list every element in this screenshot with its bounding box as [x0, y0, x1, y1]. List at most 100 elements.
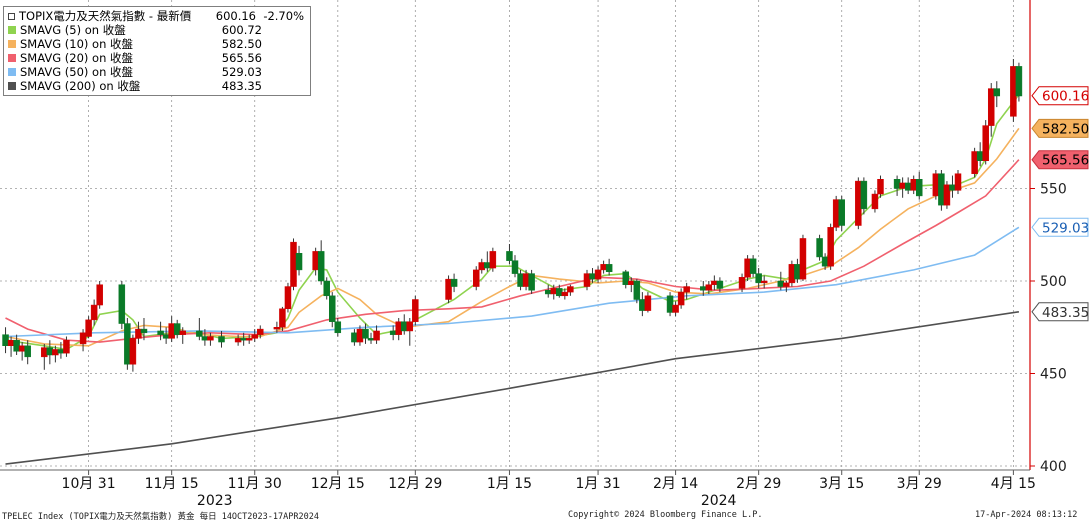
- candle-body: [749, 258, 757, 274]
- legend-item-sma5: SMAVG (5) on 收盤: [8, 23, 126, 37]
- candle-body: [821, 256, 829, 267]
- candle-body: [799, 238, 807, 280]
- candle-body: [561, 291, 569, 297]
- price-tag-label: 600.16: [1042, 89, 1089, 105]
- candle-body: [677, 291, 685, 306]
- candle-body: [705, 284, 713, 291]
- candle-body: [550, 288, 558, 295]
- ma-line: [5, 159, 1020, 343]
- ma-line: [5, 127, 1020, 347]
- candle-body: [52, 349, 59, 356]
- legend-item-sma50: SMAVG (50) on 收盤: [8, 65, 133, 79]
- candle-body: [90, 304, 98, 321]
- candle-body: [63, 339, 70, 354]
- candle-body: [273, 327, 281, 330]
- candle-body: [284, 286, 292, 309]
- x-year-label: 2023: [197, 493, 233, 509]
- candle-body: [135, 328, 142, 339]
- candle-body: [605, 264, 613, 273]
- x-tick-label: 2月 29: [736, 476, 781, 492]
- candle-body: [622, 271, 630, 285]
- candle-body: [522, 273, 530, 287]
- candle-body: [168, 323, 175, 339]
- candle-body: [544, 290, 552, 295]
- candle-body: [783, 282, 790, 287]
- candle-body: [251, 334, 258, 339]
- price-tag-label: 529.03: [1042, 220, 1089, 236]
- candle-body: [472, 269, 480, 287]
- candle-body: [517, 273, 524, 287]
- legend-item-sma200: SMAVG (200) on 收盤: [8, 79, 140, 93]
- candle-body: [506, 251, 513, 261]
- candle-body: [489, 251, 497, 269]
- candle-body: [362, 328, 369, 339]
- candle-body: [976, 151, 984, 161]
- x-tick-label: 4月 15: [991, 476, 1036, 492]
- candle-body: [583, 273, 591, 287]
- candle-body: [511, 260, 519, 274]
- candle-body: [993, 88, 1001, 97]
- candle-body: [400, 321, 408, 332]
- candle-body: [943, 184, 951, 206]
- color-swatch-icon: [8, 54, 16, 62]
- candle-body: [589, 273, 596, 280]
- candle-body: [412, 299, 419, 322]
- price-tag: 565.56: [1031, 150, 1089, 170]
- color-swatch-icon: [8, 68, 16, 76]
- candle-body: [234, 338, 242, 343]
- y-tick-label: 500: [1040, 274, 1067, 290]
- y-tick-label: 550: [1040, 182, 1067, 198]
- candle-body: [140, 328, 148, 334]
- ma-line: [5, 94, 1020, 351]
- candle-body: [899, 182, 906, 189]
- candle-body: [755, 273, 762, 284]
- candle-body: [373, 330, 380, 341]
- x-tick-label: 12月 29: [388, 476, 442, 492]
- candle-body: [2, 334, 9, 346]
- legend-label: SMAVG (20) on 收盤: [20, 51, 134, 65]
- candle-body: [760, 280, 768, 284]
- candle-body: [556, 288, 563, 297]
- candle-body: [240, 338, 247, 341]
- legend-value: 582.50: [221, 37, 262, 51]
- candle-body: [700, 286, 707, 291]
- legend: TOPIX電力及天然氣指數 - 最新價 600.16 -2.70% SMAVG …: [3, 6, 311, 96]
- candle-body: [528, 273, 535, 291]
- footer-timestamp: 17-Apr-2024 08:13:12: [975, 510, 1078, 520]
- price-tags: 600.16 582.50 565.56 529.03 483.35: [1031, 86, 1089, 322]
- legend-value: 483.35: [221, 79, 262, 93]
- x-tick-label: 2月 14: [653, 476, 698, 492]
- candle-body: [478, 262, 486, 271]
- candle-body: [838, 199, 845, 226]
- candle-body: [877, 179, 884, 195]
- x-tick-label: 3月 15: [819, 476, 864, 492]
- candle-body: [893, 179, 901, 189]
- x-tick-label: 11月 30: [228, 476, 282, 492]
- x-tick-label: 1月 15: [487, 476, 532, 492]
- candle-body: [395, 321, 402, 335]
- price-tag-label: 565.56: [1042, 153, 1089, 169]
- candle-body: [904, 182, 912, 191]
- square-minus-icon[interactable]: [8, 13, 15, 20]
- candle-body: [910, 179, 917, 191]
- price-tag-box: [1031, 86, 1089, 106]
- candle-body: [1010, 66, 1017, 117]
- ma-line: [5, 226, 1020, 338]
- candle-body: [7, 339, 15, 347]
- candle-body: [949, 184, 956, 191]
- candle-body: [982, 125, 989, 161]
- candle-body: [738, 277, 746, 289]
- color-swatch-icon: [8, 40, 16, 48]
- candle-body: [290, 241, 297, 287]
- price-tag-box: [1031, 302, 1089, 322]
- candle-body: [987, 88, 995, 126]
- candle-body: [971, 151, 978, 174]
- candle-body: [96, 284, 103, 306]
- candle-body: [323, 280, 330, 297]
- footer-source: TPELEC Index (TOPIX電力及天然氣指數) 黃金 每日 14OCT…: [2, 512, 319, 522]
- candle-body: [567, 286, 574, 293]
- candle-body: [118, 284, 126, 324]
- candle-body: [257, 328, 264, 335]
- moving-average-lines: [5, 94, 1020, 465]
- candle-body: [41, 347, 48, 358]
